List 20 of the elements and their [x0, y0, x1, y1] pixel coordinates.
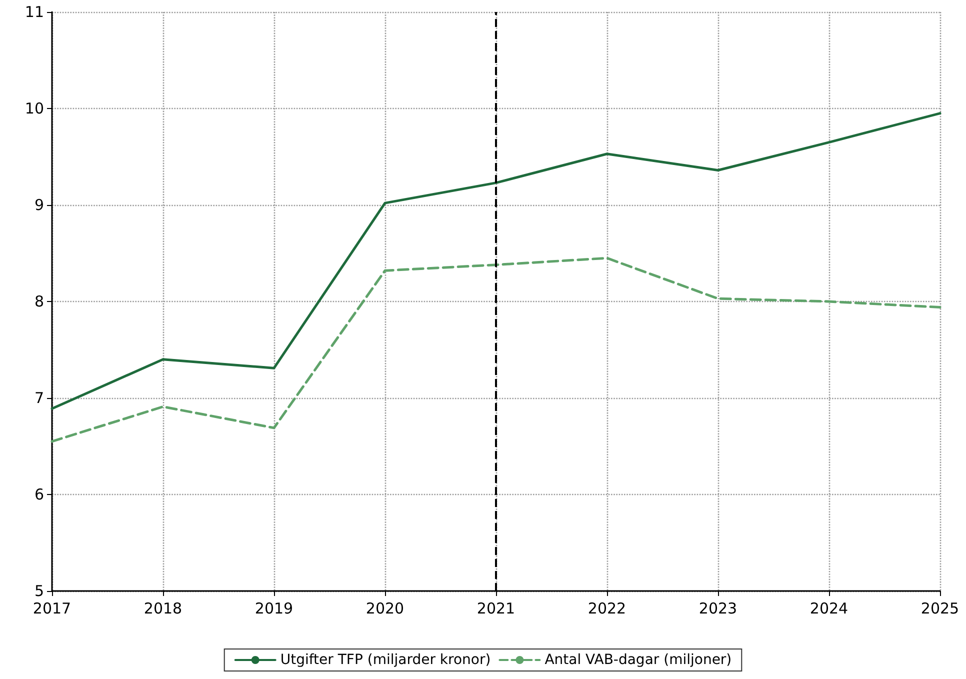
x-tick-label: 2022: [588, 600, 626, 618]
x-tick-label: 2019: [254, 600, 294, 618]
x-tick-label: 2023: [698, 600, 738, 618]
y-tick-label: 5: [34, 582, 44, 600]
y-tick-label: 8: [34, 292, 44, 310]
line-series: [50, 112, 942, 410]
y-tick-label: 11: [24, 3, 44, 21]
x-tick-label: 2017: [32, 600, 72, 618]
x-tick-label: 2024: [810, 600, 848, 618]
legend-label: Utgifter TFP (miljarder kronor): [280, 652, 491, 668]
y-tick-label: 10: [24, 100, 44, 118]
y-tick-label: 6: [34, 486, 44, 504]
line-series: [50, 256, 942, 443]
x-tick-label: 2020: [366, 600, 404, 618]
legend-label: Antal VAB-dagar (miljoner): [544, 652, 732, 668]
x-tick-label: 2018: [144, 600, 182, 618]
y-tick-label: 7: [34, 389, 44, 407]
x-tick-label: 2025: [920, 600, 960, 618]
y-tick-label: 9: [34, 196, 44, 214]
x-tick-label: 2021: [476, 600, 516, 618]
